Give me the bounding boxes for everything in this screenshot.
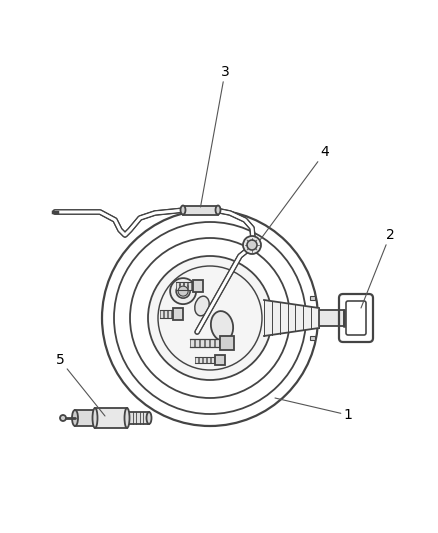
Bar [95, 408, 127, 428]
Bar [180, 282, 183, 290]
Bar [184, 282, 187, 290]
Circle shape [243, 236, 261, 254]
Bar [183, 206, 218, 214]
Bar [211, 357, 214, 363]
Text: 3: 3 [201, 65, 230, 207]
Bar [215, 355, 225, 365]
Bar [192, 282, 195, 290]
Ellipse shape [215, 206, 220, 214]
Bar [193, 280, 203, 292]
Bar [199, 357, 202, 363]
Circle shape [176, 284, 190, 298]
Bar [207, 357, 210, 363]
Bar [319, 310, 344, 326]
Bar [220, 339, 224, 347]
Ellipse shape [211, 311, 233, 341]
Ellipse shape [180, 206, 186, 214]
Bar [127, 412, 149, 424]
Polygon shape [264, 300, 319, 336]
Text: 5: 5 [56, 353, 105, 416]
Circle shape [102, 210, 318, 426]
Ellipse shape [72, 410, 78, 426]
Bar [176, 282, 179, 290]
Circle shape [178, 286, 188, 296]
Bar [205, 339, 209, 347]
Bar [310, 296, 315, 300]
Bar [188, 282, 191, 290]
Bar [164, 310, 167, 318]
Bar [200, 339, 204, 347]
Bar [173, 308, 183, 320]
Ellipse shape [92, 408, 98, 428]
Bar [75, 410, 95, 426]
Bar [196, 282, 199, 290]
Bar [172, 310, 175, 318]
Bar [203, 357, 206, 363]
Circle shape [170, 278, 196, 304]
Bar [176, 310, 179, 318]
Bar [168, 310, 171, 318]
Ellipse shape [124, 408, 130, 428]
Text: 4: 4 [260, 145, 329, 240]
Bar [215, 339, 219, 347]
Bar [310, 336, 315, 340]
Bar [160, 310, 163, 318]
Text: 2: 2 [361, 228, 394, 308]
Text: 1: 1 [275, 398, 353, 422]
Ellipse shape [195, 296, 209, 316]
Ellipse shape [146, 412, 152, 424]
Circle shape [148, 256, 272, 380]
FancyBboxPatch shape [346, 301, 366, 335]
Bar [190, 339, 194, 347]
Circle shape [60, 415, 66, 421]
Bar [195, 339, 199, 347]
Bar [210, 339, 214, 347]
Bar [220, 336, 234, 350]
Circle shape [247, 240, 257, 250]
Bar [195, 357, 198, 363]
